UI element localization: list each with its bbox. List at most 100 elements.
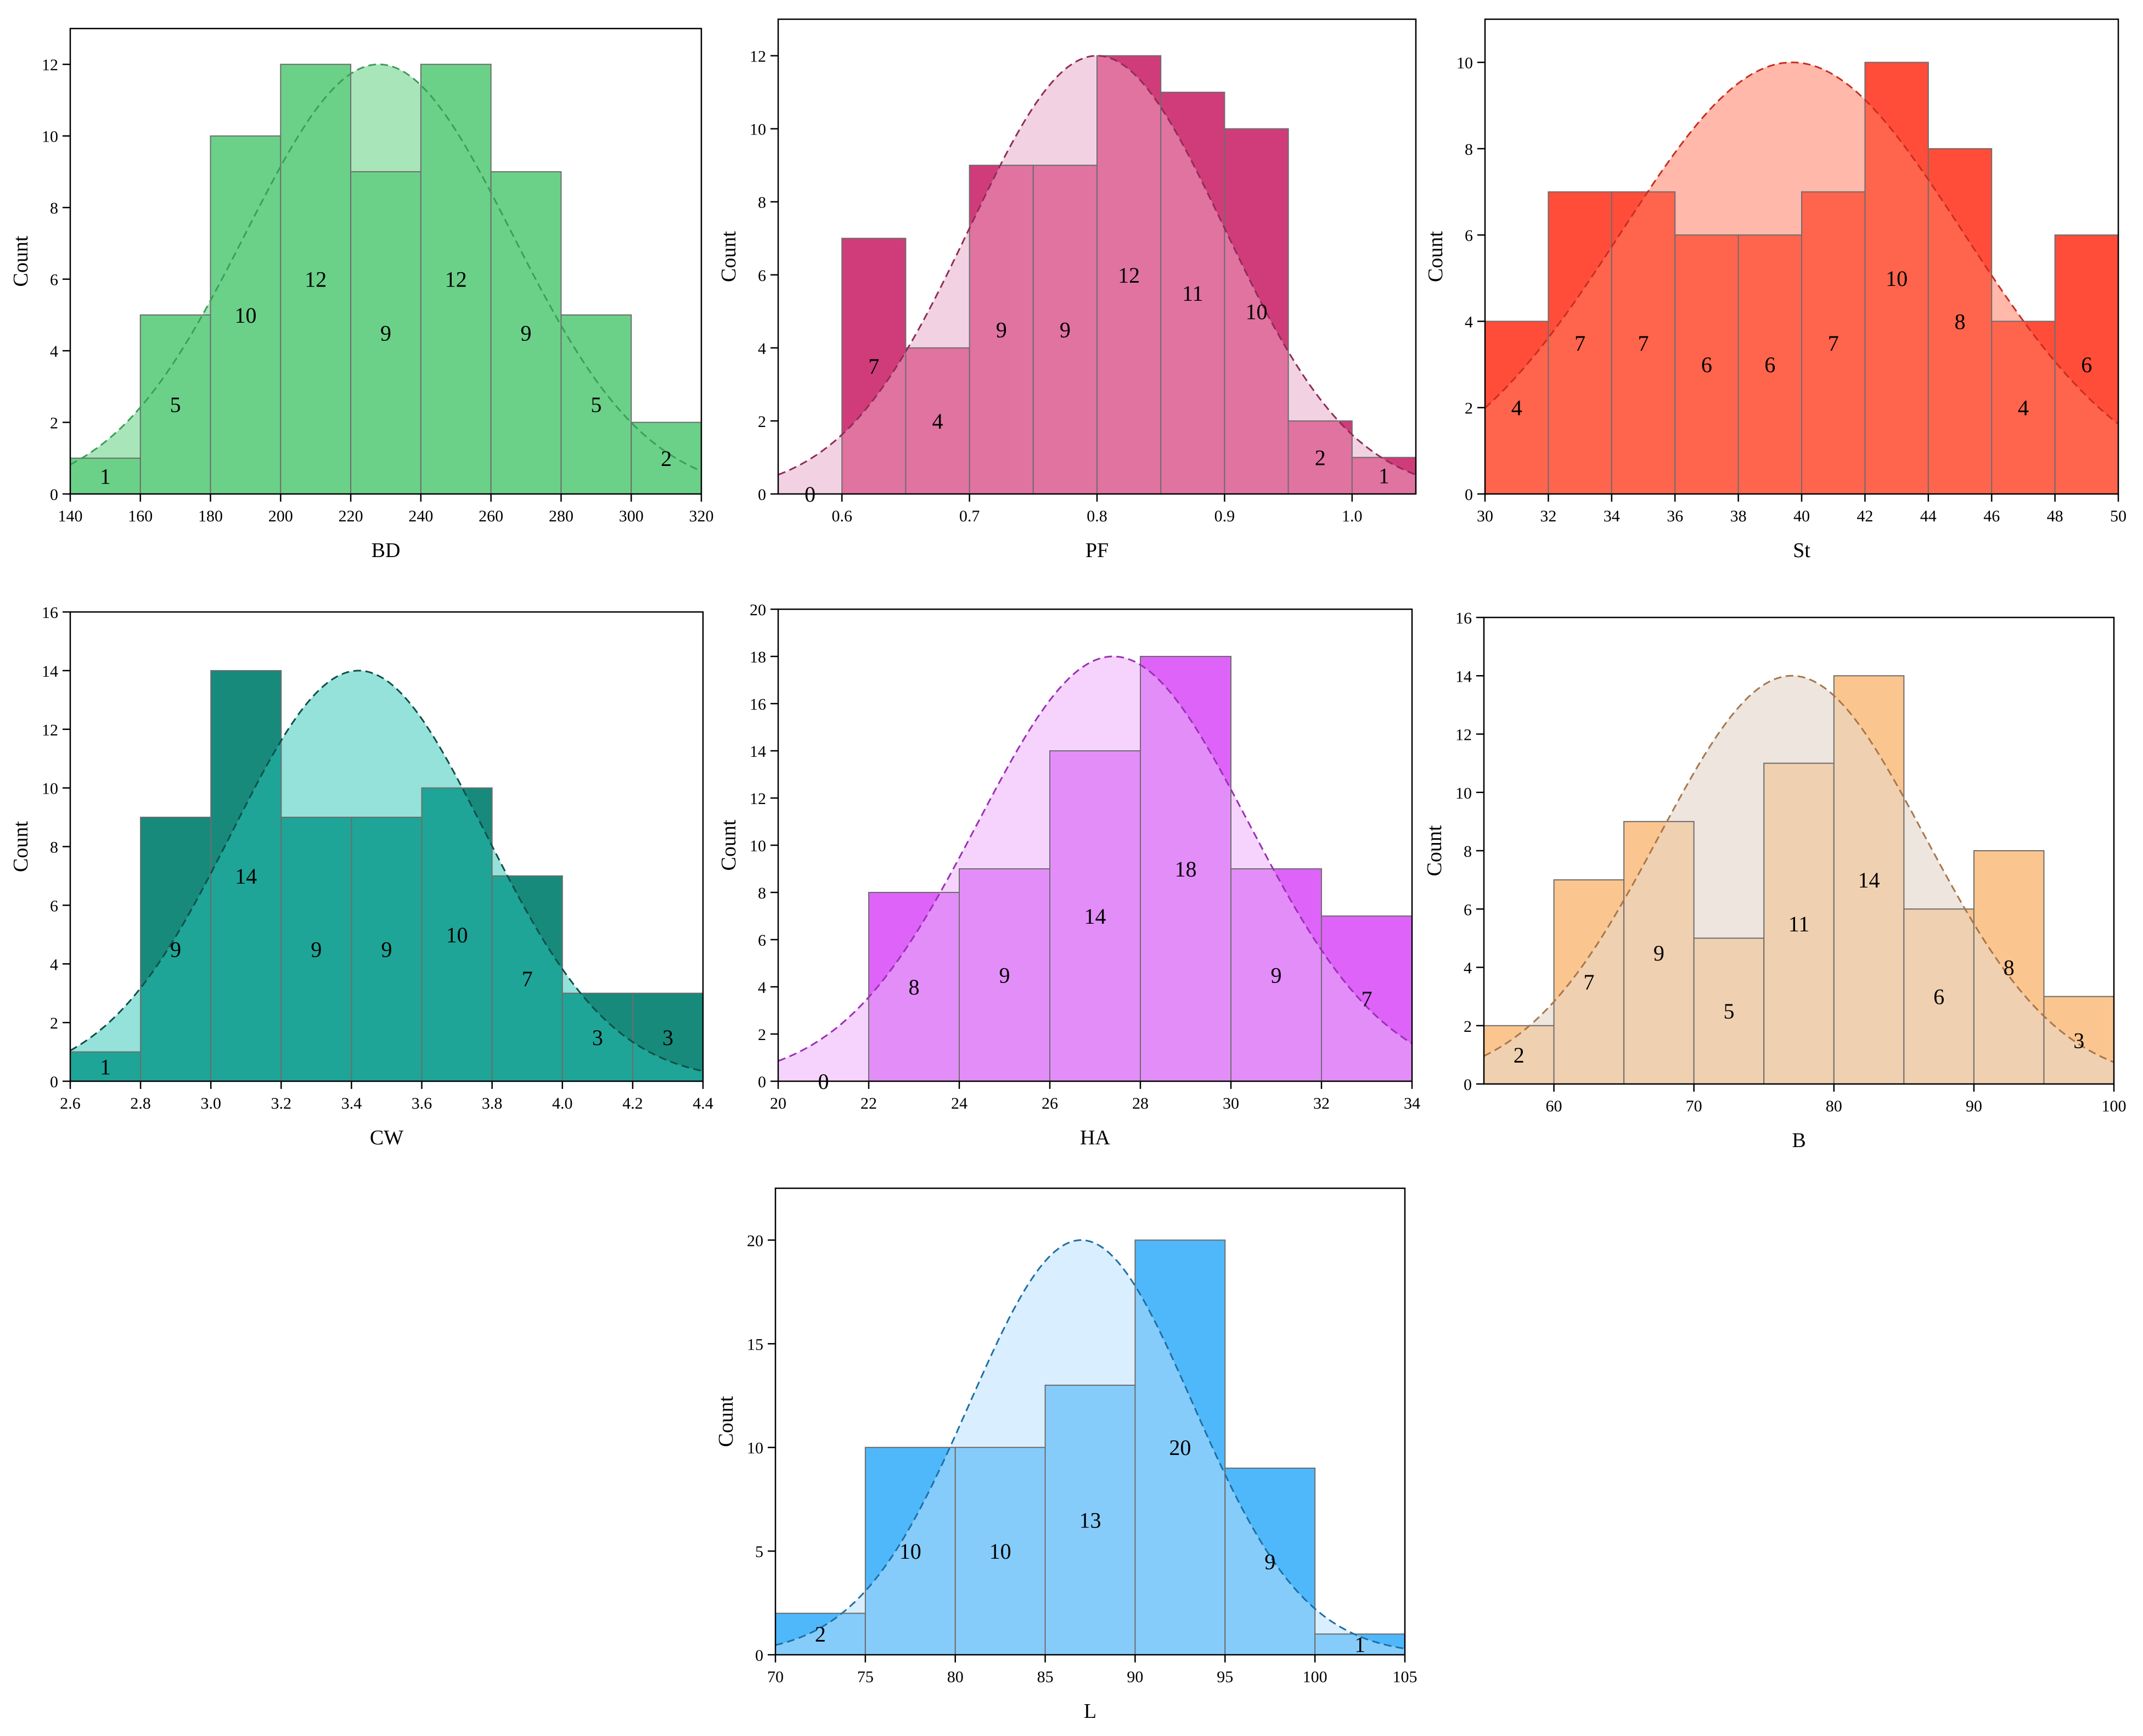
normal-curve-line xyxy=(70,63,701,472)
x-tick-label: 105 xyxy=(1393,1668,1418,1686)
bar-value-label: 5 xyxy=(1723,999,1734,1024)
plot-area-st xyxy=(1485,61,2118,494)
x-tick-label: 0.8 xyxy=(1087,507,1107,525)
bar-value-label: 1 xyxy=(1354,1632,1365,1657)
normal-curve-line xyxy=(778,655,1412,1062)
x-axis-title: St xyxy=(1793,539,1810,562)
histogram-bar-overlap xyxy=(70,1052,141,1081)
x-tick-label: 60 xyxy=(1546,1097,1562,1115)
bar-value-label: 14 xyxy=(1084,904,1106,929)
bar-value-label: 9 xyxy=(170,937,181,962)
x-tick-label: 240 xyxy=(408,507,433,525)
x-axis-title: B xyxy=(1792,1129,1805,1152)
x-tick-label: 260 xyxy=(479,507,503,525)
bar-value-label: 3 xyxy=(2073,1028,2084,1053)
x-tick-label: 2.6 xyxy=(60,1094,81,1113)
x-tick-label: 20 xyxy=(770,1094,786,1113)
x-tick-label: 2.8 xyxy=(130,1094,151,1113)
histogram-bar-outline xyxy=(632,992,703,1081)
bar-value-label: 7 xyxy=(522,967,533,991)
y-axis-title: Count xyxy=(1423,825,1446,876)
bar-value-label: 10 xyxy=(446,923,468,947)
y-tick-label: 10 xyxy=(42,128,58,146)
bar-value-label: 1 xyxy=(1379,464,1390,488)
y-tick-label: 8 xyxy=(50,199,58,217)
plot-area-b xyxy=(1484,675,2114,1084)
y-tick-label: 14 xyxy=(750,743,766,761)
x-tick-label: 75 xyxy=(857,1668,874,1686)
plot-area-cw xyxy=(70,670,703,1081)
x-tick-label: 220 xyxy=(339,507,363,525)
bar-value-label: 13 xyxy=(1079,1508,1101,1532)
histogram-bar-overlap xyxy=(1738,235,1802,494)
bar-value-label: 6 xyxy=(2081,352,2092,377)
bar-value-label: 3 xyxy=(662,1025,673,1050)
bar-value-label: 1 xyxy=(100,1054,111,1079)
histogram-bar-overlap xyxy=(1033,165,1097,494)
x-tick-label: 40 xyxy=(1793,507,1810,525)
histogram-bar-overlap xyxy=(969,165,1033,494)
x-tick-label: 4.0 xyxy=(552,1094,573,1113)
y-tick-label: 16 xyxy=(1455,609,1472,627)
bar-value-label: 20 xyxy=(1169,1435,1191,1460)
x-tick-label: 0.9 xyxy=(1214,507,1235,525)
bar-value-label: 11 xyxy=(1788,912,1810,936)
y-tick-label: 20 xyxy=(747,1232,763,1250)
bar-value-label: 3 xyxy=(592,1025,603,1050)
y-tick-label: 2 xyxy=(1465,400,1473,418)
y-axis-title: Count xyxy=(717,819,740,870)
bar-value-label: 14 xyxy=(235,864,257,889)
bar-value-label: 8 xyxy=(909,975,920,999)
y-tick-label: 8 xyxy=(1465,141,1473,159)
x-tick-label: 50 xyxy=(2110,507,2127,525)
x-tick-label: 140 xyxy=(58,507,83,525)
x-tick-label: 80 xyxy=(947,1668,964,1686)
bar-value-label: 9 xyxy=(999,963,1010,988)
y-tick-label: 6 xyxy=(50,271,58,289)
histogram-bar-overlap xyxy=(351,171,421,494)
histogram-bar-overlap xyxy=(1045,1385,1135,1655)
histogram-bar-overlap xyxy=(959,869,1050,1081)
bar-value-label: 10 xyxy=(899,1539,921,1564)
bar-value-label: 7 xyxy=(1583,970,1594,995)
y-tick-label: 10 xyxy=(750,121,766,139)
x-tick-label: 32 xyxy=(1313,1094,1330,1113)
histogram-bar-overlap xyxy=(1992,321,2055,494)
x-tick-label: 24 xyxy=(951,1094,968,1113)
x-tick-label: 95 xyxy=(1217,1668,1233,1686)
x-tick-label: 0.7 xyxy=(959,507,980,525)
x-tick-label: 300 xyxy=(619,507,644,525)
bar-value-label: 6 xyxy=(1701,352,1712,377)
bar-value-label: 7 xyxy=(1362,987,1373,1012)
y-tick-label: 12 xyxy=(1455,726,1472,744)
x-tick-label: 180 xyxy=(198,507,223,525)
y-tick-label: 4 xyxy=(50,342,58,361)
bar-value-label: 12 xyxy=(1118,263,1140,288)
y-tick-label: 8 xyxy=(1464,842,1472,861)
histogram-bar-outline xyxy=(1833,675,1905,1084)
y-tick-label: 2 xyxy=(50,1014,58,1032)
x-tick-label: 70 xyxy=(767,1668,784,1686)
y-tick-label: 8 xyxy=(50,839,58,857)
y-tick-label: 6 xyxy=(1465,227,1473,245)
histogram-bar-overlap xyxy=(1694,938,1764,1084)
histogram-bar-overlap xyxy=(1764,763,1834,1084)
y-tick-label: 16 xyxy=(42,604,58,622)
x-axis-title: CW xyxy=(370,1126,403,1149)
x-tick-label: 26 xyxy=(1042,1094,1058,1113)
y-tick-label: 20 xyxy=(750,601,766,619)
bar-value-label: 9 xyxy=(1271,963,1282,988)
bar-value-label: 10 xyxy=(1886,266,1908,291)
x-tick-label: 3.2 xyxy=(271,1094,292,1113)
histogram-bar-overlap xyxy=(1097,55,1161,494)
x-tick-label: 85 xyxy=(1037,1668,1054,1686)
x-tick-label: 34 xyxy=(1604,507,1620,525)
x-tick-label: 30 xyxy=(1223,1094,1239,1113)
bar-value-label: 10 xyxy=(234,303,256,328)
y-tick-label: 6 xyxy=(50,897,58,915)
y-tick-label: 4 xyxy=(758,340,766,358)
y-tick-label: 10 xyxy=(1455,784,1472,802)
plot-frame xyxy=(774,1187,1406,1656)
